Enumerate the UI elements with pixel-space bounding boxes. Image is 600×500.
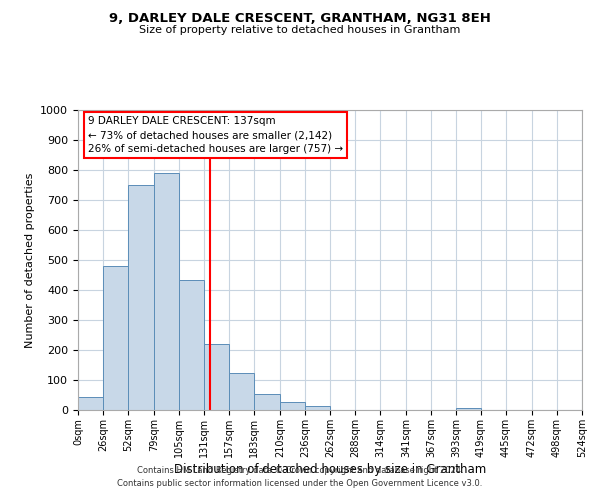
Bar: [103, 266, 128, 410]
Text: 9 DARLEY DALE CRESCENT: 137sqm
← 73% of detached houses are smaller (2,142)
26% : 9 DARLEY DALE CRESCENT: 137sqm ← 73% of …: [88, 116, 343, 154]
X-axis label: Distribution of detached houses by size in Grantham: Distribution of detached houses by size …: [174, 462, 486, 475]
Bar: [204, 344, 229, 410]
Bar: [456, 408, 481, 410]
Bar: [154, 173, 179, 410]
Bar: [254, 394, 280, 410]
Text: 9, DARLEY DALE CRESCENT, GRANTHAM, NG31 8EH: 9, DARLEY DALE CRESCENT, GRANTHAM, NG31 …: [109, 12, 491, 26]
Bar: [78, 396, 103, 410]
Y-axis label: Number of detached properties: Number of detached properties: [25, 172, 35, 348]
Bar: [128, 185, 154, 410]
Bar: [280, 402, 305, 410]
Bar: [179, 280, 204, 410]
Text: Size of property relative to detached houses in Grantham: Size of property relative to detached ho…: [139, 25, 461, 35]
Bar: [305, 406, 330, 410]
Text: Contains HM Land Registry data © Crown copyright and database right 2024.
Contai: Contains HM Land Registry data © Crown c…: [118, 466, 482, 487]
Bar: [229, 372, 254, 410]
